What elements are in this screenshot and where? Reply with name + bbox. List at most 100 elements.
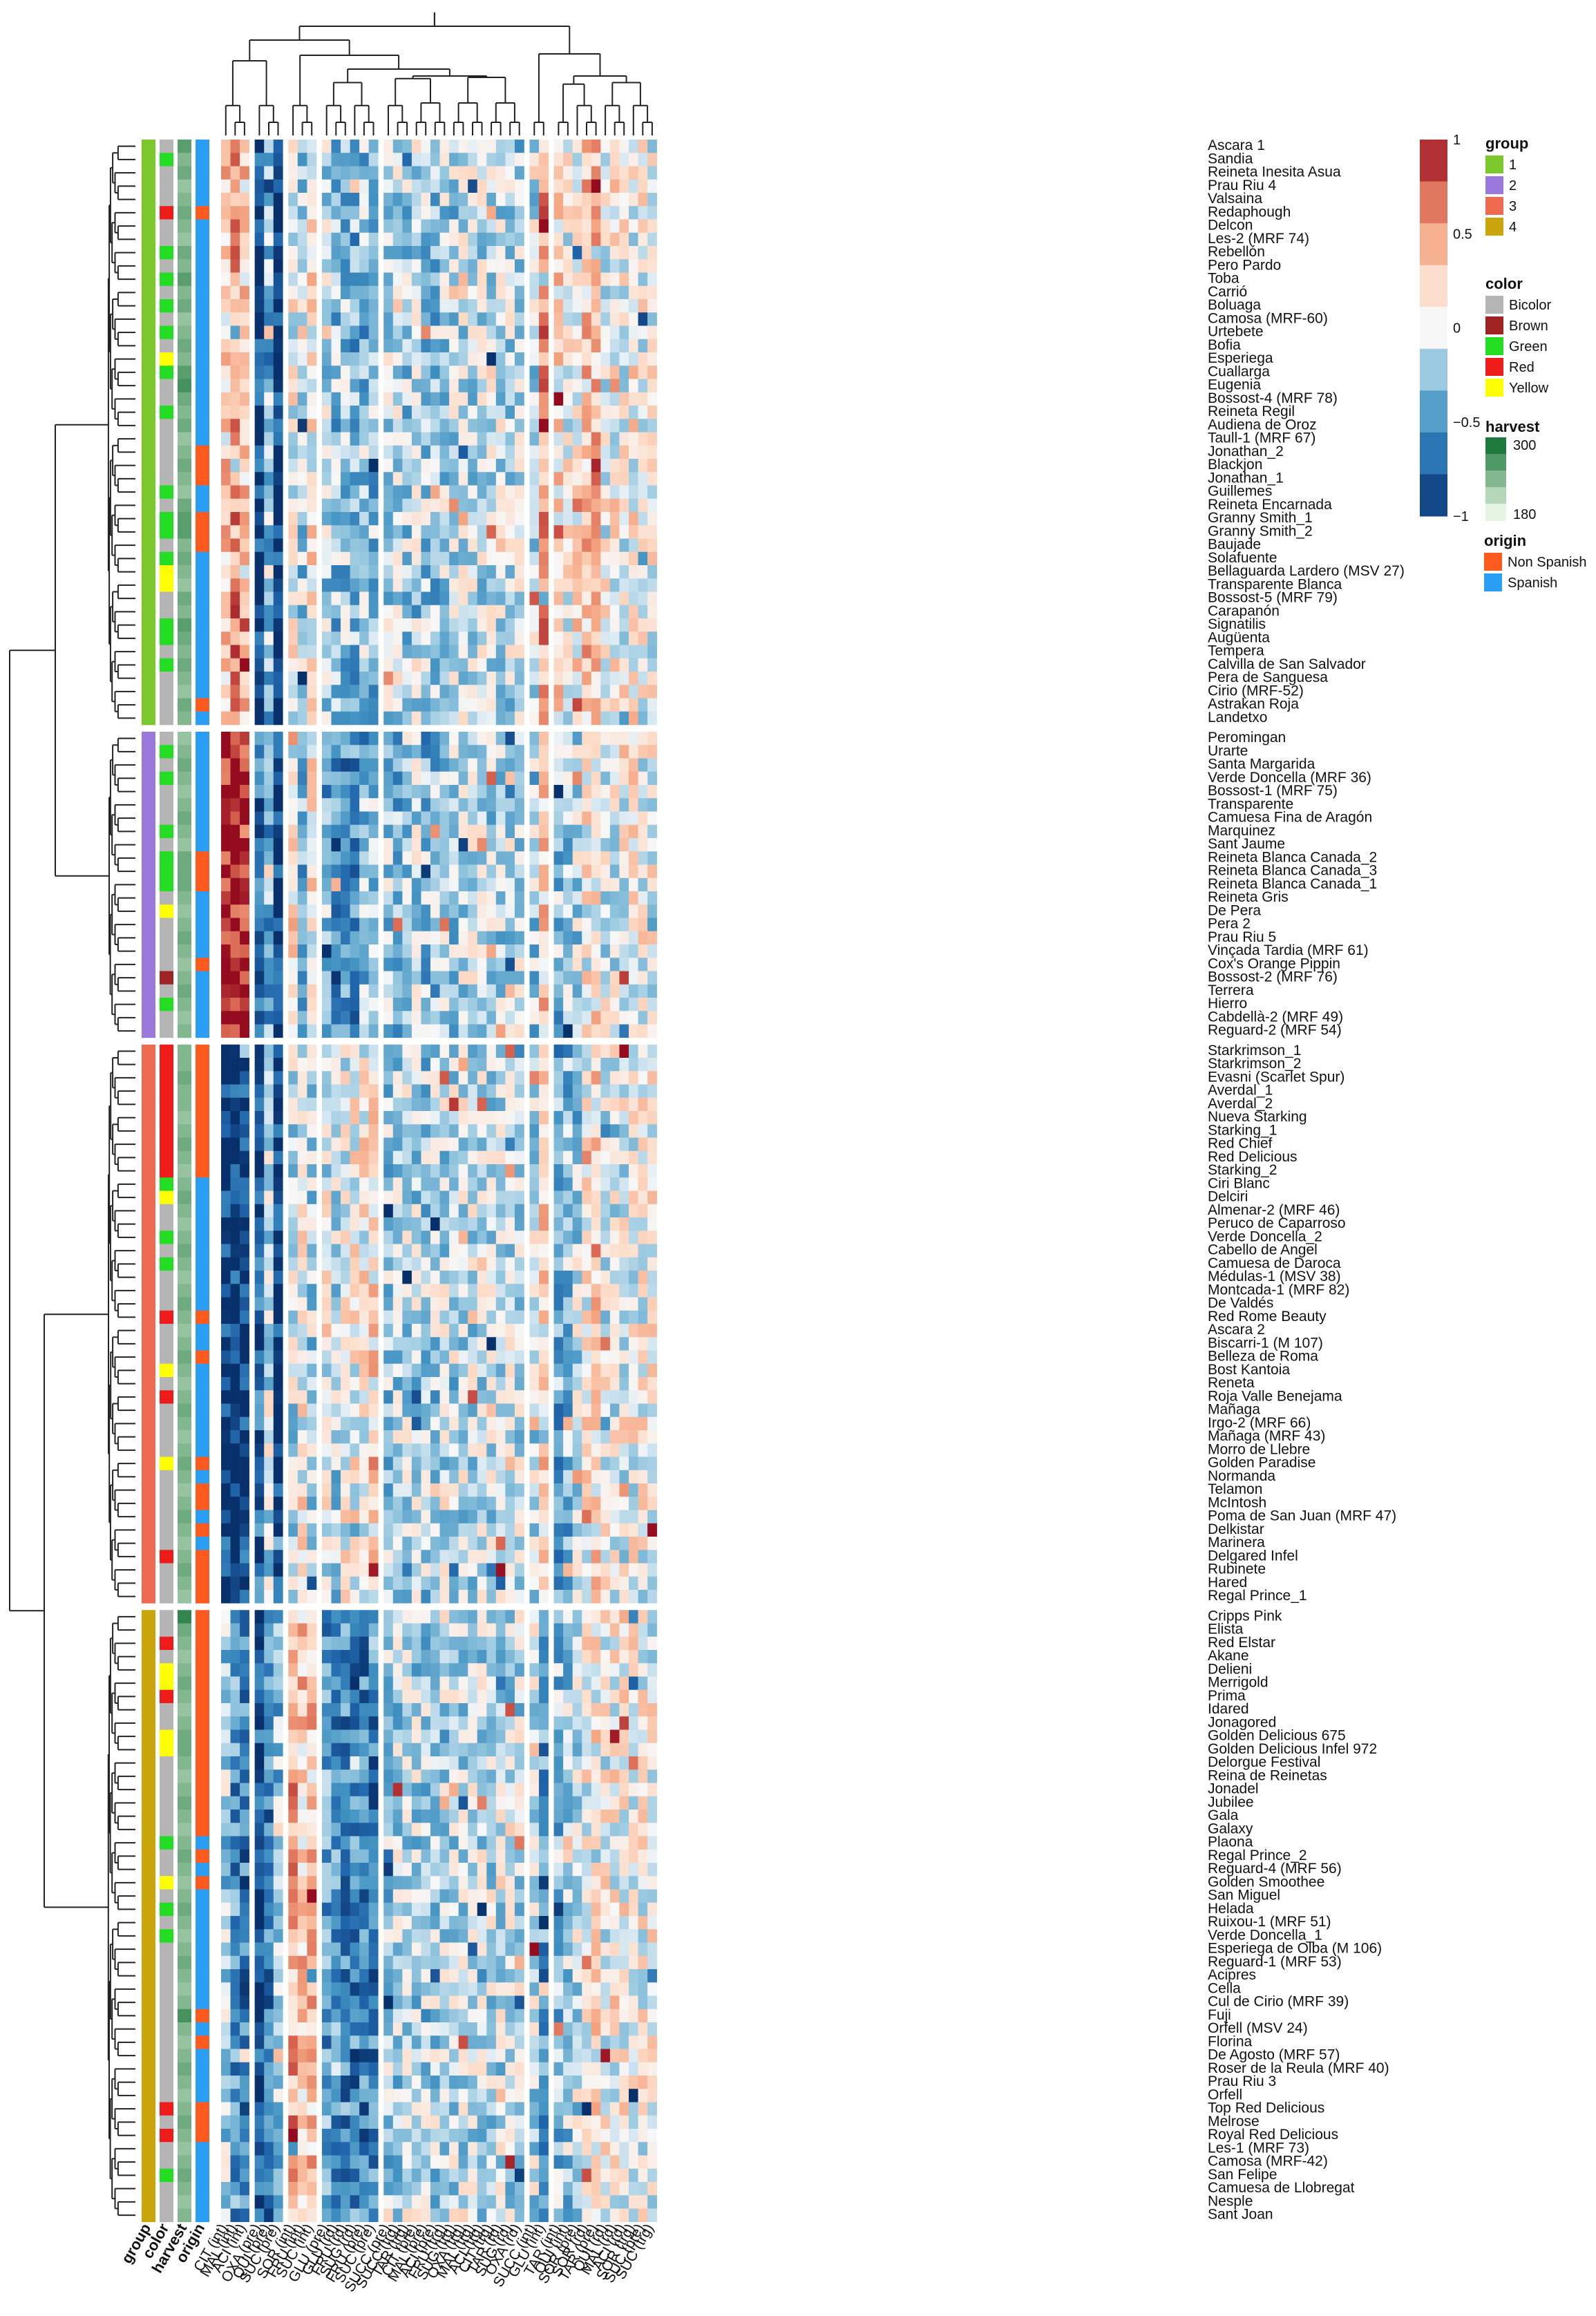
heatmap-cell — [449, 971, 459, 985]
heatmap-cell — [288, 392, 298, 406]
heatmap-cell — [468, 971, 478, 985]
heatmap-cell — [430, 605, 440, 619]
origin-annotation-cell — [196, 864, 209, 879]
heatmap-cell — [221, 445, 231, 459]
heatmap-cell — [240, 179, 249, 193]
color-annotation-cell — [160, 811, 173, 826]
heatmap-cell — [619, 339, 629, 353]
heatmap-cell — [421, 891, 431, 905]
heatmap-cell — [439, 931, 450, 945]
heatmap-cell — [368, 998, 379, 1012]
heatmap-cell — [392, 179, 403, 193]
heatmap-cell — [359, 838, 369, 852]
heatmap-cell — [638, 851, 648, 865]
heatmap-cell — [529, 1111, 540, 1125]
heatmap-cell — [240, 1310, 249, 1325]
heatmap-cell — [514, 685, 524, 699]
heatmap-cell — [254, 379, 265, 393]
heatmap-cell — [264, 1011, 274, 1025]
origin-annotation-cell — [196, 904, 209, 918]
heatmap-cell — [230, 551, 240, 566]
heatmap-cell — [392, 406, 403, 419]
heatmap-cell — [430, 1297, 440, 1311]
harvest-annotation-cell — [178, 512, 191, 526]
heatmap-cell — [458, 166, 468, 180]
heatmap-cell — [514, 745, 524, 759]
heatmap-cell — [402, 618, 412, 632]
heatmap-cell — [230, 1097, 240, 1112]
heatmap-cell — [288, 1244, 298, 1258]
heatmap-cell — [411, 1058, 421, 1072]
heatmap-cell — [383, 325, 394, 340]
heatmap-cell — [264, 891, 274, 905]
heatmap-cell — [514, 538, 524, 553]
heatmap-cell — [402, 958, 412, 971]
heatmap-cell — [288, 1231, 298, 1244]
heatmap-cell — [230, 472, 240, 486]
heatmap-cell — [486, 419, 497, 433]
heatmap-cell — [647, 785, 657, 799]
heatmap-cell — [629, 551, 638, 566]
heatmap-cell — [439, 945, 450, 958]
heatmap-cell — [321, 166, 332, 180]
heatmap-cell — [359, 1244, 369, 1258]
heatmap-cell — [430, 1024, 440, 1038]
heatmap-cell — [629, 246, 638, 260]
heatmap-cell — [477, 758, 487, 772]
group-annotation-cell — [142, 1430, 155, 1444]
group-annotation-cell — [142, 1297, 155, 1311]
heatmap-cell — [486, 1071, 497, 1085]
heatmap-cell — [392, 758, 403, 772]
heatmap-cell — [591, 565, 601, 579]
heatmap-cell — [619, 1204, 629, 1218]
heatmap-cell — [402, 824, 412, 839]
heatmap-cell — [221, 758, 231, 772]
heatmap-cell — [368, 339, 379, 353]
heatmap-cell — [297, 432, 307, 446]
heatmap-cell — [619, 1097, 629, 1112]
heatmap-cell — [331, 1284, 341, 1298]
heatmap-cell — [288, 904, 298, 918]
heatmap-cell — [600, 392, 611, 406]
heatmap-cell — [341, 1124, 350, 1138]
heatmap-cell — [411, 1271, 421, 1284]
heatmap-cell — [341, 565, 350, 579]
heatmap-cell — [495, 565, 506, 579]
heatmap-cell — [514, 1204, 524, 1218]
heatmap-cell — [477, 219, 487, 234]
origin-annotation-cell — [196, 1390, 209, 1404]
heatmap-cell — [368, 525, 379, 539]
heatmap-cell — [430, 206, 440, 220]
heatmap-cell — [221, 1310, 231, 1325]
heatmap-cell — [288, 824, 298, 839]
heatmap-cell — [430, 312, 440, 326]
heatmap-cell — [359, 1231, 369, 1244]
heatmap-cell — [350, 1084, 360, 1099]
heatmap-cell — [230, 193, 240, 207]
heatmap-cell — [421, 745, 431, 759]
heatmap-cell — [240, 140, 249, 153]
heatmap-cell — [288, 851, 298, 865]
origin-annotation-cell — [196, 392, 209, 406]
heatmap-cell — [572, 1137, 582, 1152]
heatmap-cell — [449, 272, 459, 287]
heatmap-cell — [341, 904, 350, 918]
origin-annotation-cell — [196, 2195, 209, 2209]
heatmap-cell — [539, 1297, 549, 1311]
heatmap-cell — [449, 1024, 459, 1038]
harvest-annotation-cell — [178, 2102, 191, 2116]
heatmap-cell — [368, 246, 379, 260]
heatmap-cell — [629, 1284, 638, 1298]
heatmap-cell — [449, 771, 459, 786]
heatmap-cell — [563, 525, 573, 539]
heatmap-cell — [307, 1217, 317, 1231]
heatmap-cell — [514, 379, 524, 393]
heatmap-cell — [514, 432, 524, 446]
heatmap-cell — [230, 140, 240, 153]
group-annotation-cell — [142, 918, 155, 932]
heatmap-cell — [600, 272, 611, 287]
heatmap-cell — [254, 1310, 265, 1325]
heatmap-cell — [230, 891, 240, 905]
heatmap-cell — [514, 498, 524, 513]
heatmap-cell — [619, 459, 629, 473]
